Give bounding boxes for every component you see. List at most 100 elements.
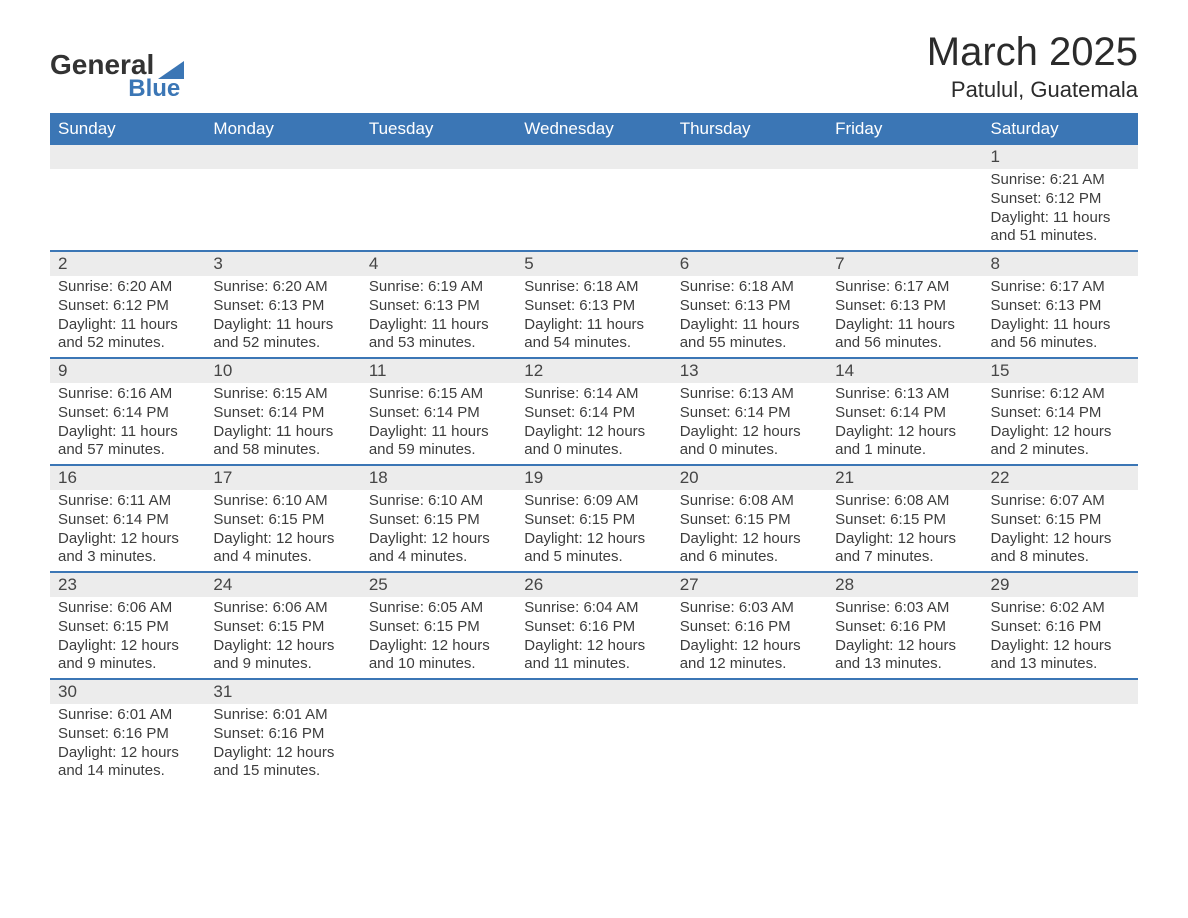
sunset-line: Sunset: 6:16 PM bbox=[213, 725, 356, 744]
sunrise-line: Sunrise: 6:18 AM bbox=[680, 278, 823, 297]
page-header: General Blue March 2025 Patulul, Guatema… bbox=[50, 30, 1138, 103]
daylight-line: Daylight: 11 hours and 51 minutes. bbox=[991, 209, 1134, 247]
calendar-day-cell: 6Sunrise: 6:18 AMSunset: 6:13 PMDaylight… bbox=[672, 251, 827, 358]
sunset-line: Sunset: 6:14 PM bbox=[369, 404, 512, 423]
daylight-line: Daylight: 12 hours and 3 minutes. bbox=[58, 530, 201, 568]
day-number: 9 bbox=[50, 359, 205, 383]
calendar-day-cell bbox=[983, 679, 1138, 785]
day-number bbox=[50, 145, 205, 169]
daylight-line: Daylight: 12 hours and 6 minutes. bbox=[680, 530, 823, 568]
day-details bbox=[205, 169, 360, 175]
sunset-line: Sunset: 6:14 PM bbox=[680, 404, 823, 423]
calendar-day-cell: 10Sunrise: 6:15 AMSunset: 6:14 PMDayligh… bbox=[205, 358, 360, 465]
sunrise-line: Sunrise: 6:10 AM bbox=[213, 492, 356, 511]
calendar-header-row: SundayMondayTuesdayWednesdayThursdayFrid… bbox=[50, 113, 1138, 145]
sunset-line: Sunset: 6:16 PM bbox=[524, 618, 667, 637]
sunset-line: Sunset: 6:16 PM bbox=[680, 618, 823, 637]
day-details: Sunrise: 6:04 AMSunset: 6:16 PMDaylight:… bbox=[516, 597, 671, 678]
sunset-line: Sunset: 6:15 PM bbox=[213, 511, 356, 530]
sunset-line: Sunset: 6:13 PM bbox=[680, 297, 823, 316]
day-details: Sunrise: 6:10 AMSunset: 6:15 PMDaylight:… bbox=[361, 490, 516, 571]
sunrise-line: Sunrise: 6:01 AM bbox=[213, 706, 356, 725]
day-number: 30 bbox=[50, 680, 205, 704]
calendar-week-row: 9Sunrise: 6:16 AMSunset: 6:14 PMDaylight… bbox=[50, 358, 1138, 465]
daylight-line: Daylight: 12 hours and 15 minutes. bbox=[213, 744, 356, 782]
day-details: Sunrise: 6:06 AMSunset: 6:15 PMDaylight:… bbox=[50, 597, 205, 678]
day-details bbox=[827, 169, 982, 175]
day-number: 12 bbox=[516, 359, 671, 383]
day-number bbox=[516, 680, 671, 704]
day-details: Sunrise: 6:03 AMSunset: 6:16 PMDaylight:… bbox=[672, 597, 827, 678]
calendar-day-cell: 20Sunrise: 6:08 AMSunset: 6:15 PMDayligh… bbox=[672, 465, 827, 572]
calendar-day-cell: 16Sunrise: 6:11 AMSunset: 6:14 PMDayligh… bbox=[50, 465, 205, 572]
calendar-day-cell: 3Sunrise: 6:20 AMSunset: 6:13 PMDaylight… bbox=[205, 251, 360, 358]
day-details bbox=[361, 169, 516, 175]
sunset-line: Sunset: 6:13 PM bbox=[835, 297, 978, 316]
sunset-line: Sunset: 6:14 PM bbox=[58, 404, 201, 423]
daylight-line: Daylight: 11 hours and 57 minutes. bbox=[58, 423, 201, 461]
sunrise-line: Sunrise: 6:21 AM bbox=[991, 171, 1134, 190]
daylight-line: Daylight: 12 hours and 11 minutes. bbox=[524, 637, 667, 675]
calendar-day-cell: 12Sunrise: 6:14 AMSunset: 6:14 PMDayligh… bbox=[516, 358, 671, 465]
day-number: 18 bbox=[361, 466, 516, 490]
sunrise-line: Sunrise: 6:17 AM bbox=[835, 278, 978, 297]
daylight-line: Daylight: 11 hours and 55 minutes. bbox=[680, 316, 823, 354]
calendar-day-cell: 22Sunrise: 6:07 AMSunset: 6:15 PMDayligh… bbox=[983, 465, 1138, 572]
calendar-day-cell: 19Sunrise: 6:09 AMSunset: 6:15 PMDayligh… bbox=[516, 465, 671, 572]
sunset-line: Sunset: 6:14 PM bbox=[991, 404, 1134, 423]
day-number: 14 bbox=[827, 359, 982, 383]
day-details: Sunrise: 6:17 AMSunset: 6:13 PMDaylight:… bbox=[827, 276, 982, 357]
weekday-header: Friday bbox=[827, 113, 982, 145]
day-details bbox=[827, 704, 982, 710]
sunrise-line: Sunrise: 6:20 AM bbox=[213, 278, 356, 297]
day-details: Sunrise: 6:15 AMSunset: 6:14 PMDaylight:… bbox=[205, 383, 360, 464]
calendar-week-row: 16Sunrise: 6:11 AMSunset: 6:14 PMDayligh… bbox=[50, 465, 1138, 572]
calendar-day-cell: 9Sunrise: 6:16 AMSunset: 6:14 PMDaylight… bbox=[50, 358, 205, 465]
day-details: Sunrise: 6:08 AMSunset: 6:15 PMDaylight:… bbox=[827, 490, 982, 571]
daylight-line: Daylight: 12 hours and 14 minutes. bbox=[58, 744, 201, 782]
day-details: Sunrise: 6:20 AMSunset: 6:12 PMDaylight:… bbox=[50, 276, 205, 357]
sunset-line: Sunset: 6:13 PM bbox=[213, 297, 356, 316]
calendar-day-cell: 11Sunrise: 6:15 AMSunset: 6:14 PMDayligh… bbox=[361, 358, 516, 465]
calendar-day-cell: 25Sunrise: 6:05 AMSunset: 6:15 PMDayligh… bbox=[361, 572, 516, 679]
daylight-line: Daylight: 11 hours and 53 minutes. bbox=[369, 316, 512, 354]
sunset-line: Sunset: 6:15 PM bbox=[369, 511, 512, 530]
calendar-table: SundayMondayTuesdayWednesdayThursdayFrid… bbox=[50, 113, 1138, 785]
sunset-line: Sunset: 6:14 PM bbox=[58, 511, 201, 530]
day-details bbox=[983, 704, 1138, 710]
calendar-day-cell: 27Sunrise: 6:03 AMSunset: 6:16 PMDayligh… bbox=[672, 572, 827, 679]
calendar-week-row: 2Sunrise: 6:20 AMSunset: 6:12 PMDaylight… bbox=[50, 251, 1138, 358]
calendar-day-cell bbox=[516, 145, 671, 251]
calendar-day-cell bbox=[516, 679, 671, 785]
day-details: Sunrise: 6:06 AMSunset: 6:15 PMDaylight:… bbox=[205, 597, 360, 678]
sunrise-line: Sunrise: 6:12 AM bbox=[991, 385, 1134, 404]
day-number: 15 bbox=[983, 359, 1138, 383]
calendar-day-cell: 30Sunrise: 6:01 AMSunset: 6:16 PMDayligh… bbox=[50, 679, 205, 785]
sunrise-line: Sunrise: 6:08 AM bbox=[680, 492, 823, 511]
calendar-day-cell: 18Sunrise: 6:10 AMSunset: 6:15 PMDayligh… bbox=[361, 465, 516, 572]
sunrise-line: Sunrise: 6:13 AM bbox=[835, 385, 978, 404]
sunset-line: Sunset: 6:13 PM bbox=[369, 297, 512, 316]
day-details: Sunrise: 6:09 AMSunset: 6:15 PMDaylight:… bbox=[516, 490, 671, 571]
sunset-line: Sunset: 6:14 PM bbox=[213, 404, 356, 423]
day-details: Sunrise: 6:07 AMSunset: 6:15 PMDaylight:… bbox=[983, 490, 1138, 571]
calendar-day-cell: 29Sunrise: 6:02 AMSunset: 6:16 PMDayligh… bbox=[983, 572, 1138, 679]
location-label: Patulul, Guatemala bbox=[927, 77, 1138, 103]
day-details: Sunrise: 6:21 AMSunset: 6:12 PMDaylight:… bbox=[983, 169, 1138, 250]
sunrise-line: Sunrise: 6:14 AM bbox=[524, 385, 667, 404]
brand-line2: Blue bbox=[50, 75, 184, 103]
weekday-header: Wednesday bbox=[516, 113, 671, 145]
sunset-line: Sunset: 6:15 PM bbox=[58, 618, 201, 637]
calendar-day-cell bbox=[827, 679, 982, 785]
calendar-day-cell bbox=[361, 679, 516, 785]
daylight-line: Daylight: 12 hours and 8 minutes. bbox=[991, 530, 1134, 568]
day-number: 7 bbox=[827, 252, 982, 276]
daylight-line: Daylight: 12 hours and 13 minutes. bbox=[991, 637, 1134, 675]
day-number: 10 bbox=[205, 359, 360, 383]
sunrise-line: Sunrise: 6:20 AM bbox=[58, 278, 201, 297]
calendar-day-cell: 5Sunrise: 6:18 AMSunset: 6:13 PMDaylight… bbox=[516, 251, 671, 358]
sunset-line: Sunset: 6:12 PM bbox=[58, 297, 201, 316]
sunset-line: Sunset: 6:15 PM bbox=[835, 511, 978, 530]
daylight-line: Daylight: 11 hours and 56 minutes. bbox=[991, 316, 1134, 354]
daylight-line: Daylight: 12 hours and 5 minutes. bbox=[524, 530, 667, 568]
